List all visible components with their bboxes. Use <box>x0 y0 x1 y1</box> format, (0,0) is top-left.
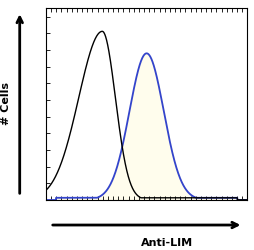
Text: Anti-LIM: Anti-LIM <box>140 238 192 248</box>
Text: # Cells: # Cells <box>1 82 11 125</box>
